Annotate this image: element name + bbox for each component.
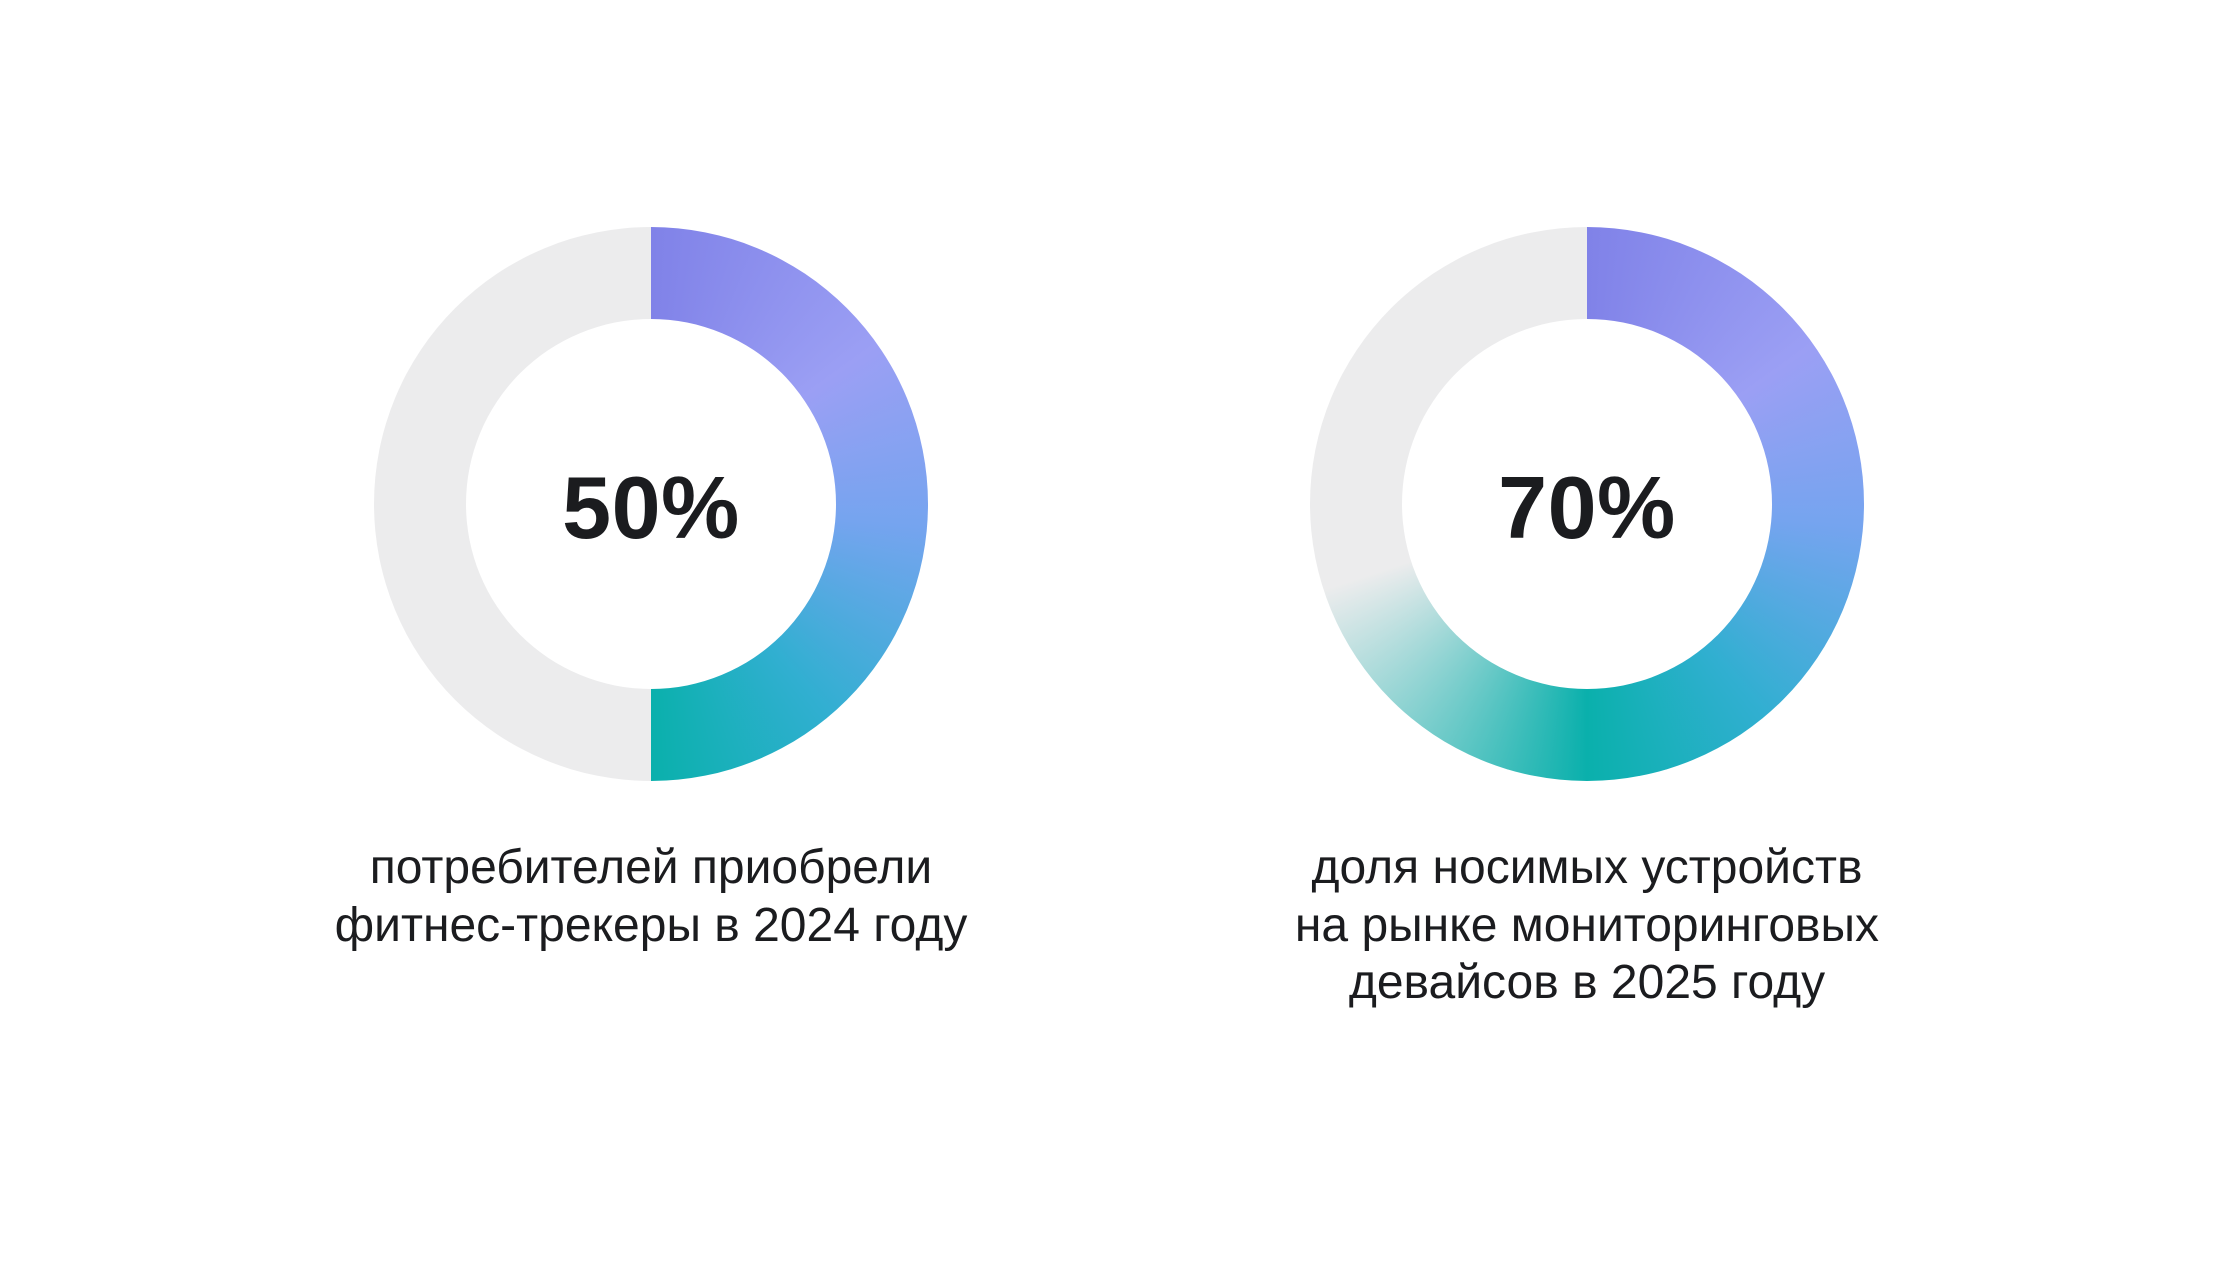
stat-fitness-trackers-2024: 50% потребителей приобрели фитнес-трекер… (271, 227, 1031, 954)
donut-center-value: 50% (562, 458, 740, 557)
caption-line: фитнес-трекеры в 2024 году (334, 898, 968, 952)
donut-hole (466, 319, 836, 689)
donut-chart-70-percent: 70% (1310, 227, 1864, 781)
donut-center-value: 70% (1498, 458, 1676, 557)
stat-wearables-market-2025: 70% доля носимых устройств на рынке мони… (1207, 227, 1967, 1012)
donut-caption: доля носимых устройств на рынке монитори… (1295, 839, 1879, 1012)
caption-line: на рынке мониторинговых (1294, 898, 1880, 952)
donut-hole (1402, 319, 1772, 689)
caption-line: потребителей приобрели (369, 841, 933, 894)
donut-chart-50-percent: 50% (374, 227, 928, 781)
caption-line: девайсов в 2025 году (1348, 956, 1826, 1010)
donut-caption: потребителей приобрели фитнес-трекеры в … (335, 839, 968, 954)
caption-line: доля носимых устройств (1311, 841, 1863, 894)
